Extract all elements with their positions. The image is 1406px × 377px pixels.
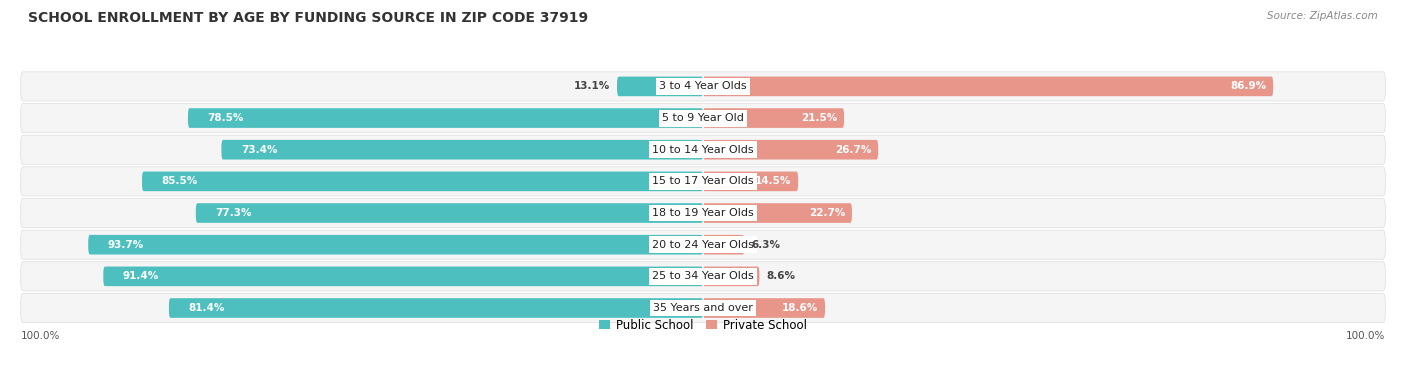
Text: 3 to 4 Year Olds: 3 to 4 Year Olds [659, 81, 747, 91]
Text: 15 to 17 Year Olds: 15 to 17 Year Olds [652, 176, 754, 186]
Legend: Public School, Private School: Public School, Private School [599, 319, 807, 332]
Text: 93.7%: 93.7% [108, 240, 145, 250]
FancyBboxPatch shape [21, 262, 1385, 291]
Text: 85.5%: 85.5% [162, 176, 198, 186]
Text: 14.5%: 14.5% [755, 176, 792, 186]
Text: 5 to 9 Year Old: 5 to 9 Year Old [662, 113, 744, 123]
FancyBboxPatch shape [89, 235, 703, 254]
FancyBboxPatch shape [703, 267, 759, 286]
FancyBboxPatch shape [703, 203, 852, 223]
FancyBboxPatch shape [188, 108, 703, 128]
Text: 100.0%: 100.0% [21, 331, 60, 341]
Text: 91.4%: 91.4% [122, 271, 159, 281]
FancyBboxPatch shape [21, 135, 1385, 164]
Text: 6.3%: 6.3% [751, 240, 780, 250]
Text: 26.7%: 26.7% [835, 145, 872, 155]
Text: 18 to 19 Year Olds: 18 to 19 Year Olds [652, 208, 754, 218]
FancyBboxPatch shape [617, 77, 703, 96]
FancyBboxPatch shape [195, 203, 703, 223]
Text: 73.4%: 73.4% [240, 145, 277, 155]
Text: 18.6%: 18.6% [782, 303, 818, 313]
FancyBboxPatch shape [703, 298, 825, 318]
Text: 86.9%: 86.9% [1230, 81, 1267, 91]
FancyBboxPatch shape [142, 172, 703, 191]
FancyBboxPatch shape [169, 298, 703, 318]
Text: 21.5%: 21.5% [801, 113, 838, 123]
Text: 81.4%: 81.4% [188, 303, 225, 313]
FancyBboxPatch shape [703, 140, 879, 159]
Text: 35 Years and over: 35 Years and over [652, 303, 754, 313]
FancyBboxPatch shape [703, 108, 844, 128]
FancyBboxPatch shape [703, 172, 799, 191]
FancyBboxPatch shape [103, 267, 703, 286]
FancyBboxPatch shape [21, 72, 1385, 101]
FancyBboxPatch shape [21, 104, 1385, 133]
FancyBboxPatch shape [221, 140, 703, 159]
Text: 77.3%: 77.3% [215, 208, 252, 218]
FancyBboxPatch shape [21, 230, 1385, 259]
FancyBboxPatch shape [21, 198, 1385, 228]
Text: 78.5%: 78.5% [208, 113, 245, 123]
Text: 8.6%: 8.6% [766, 271, 794, 281]
FancyBboxPatch shape [703, 235, 744, 254]
Text: 10 to 14 Year Olds: 10 to 14 Year Olds [652, 145, 754, 155]
Text: 13.1%: 13.1% [574, 81, 610, 91]
Text: 20 to 24 Year Olds: 20 to 24 Year Olds [652, 240, 754, 250]
Text: 25 to 34 Year Olds: 25 to 34 Year Olds [652, 271, 754, 281]
Text: Source: ZipAtlas.com: Source: ZipAtlas.com [1267, 11, 1378, 21]
FancyBboxPatch shape [703, 77, 1274, 96]
FancyBboxPatch shape [21, 167, 1385, 196]
Text: 100.0%: 100.0% [1346, 331, 1385, 341]
Text: SCHOOL ENROLLMENT BY AGE BY FUNDING SOURCE IN ZIP CODE 37919: SCHOOL ENROLLMENT BY AGE BY FUNDING SOUR… [28, 11, 588, 25]
FancyBboxPatch shape [21, 293, 1385, 323]
Text: 22.7%: 22.7% [808, 208, 845, 218]
